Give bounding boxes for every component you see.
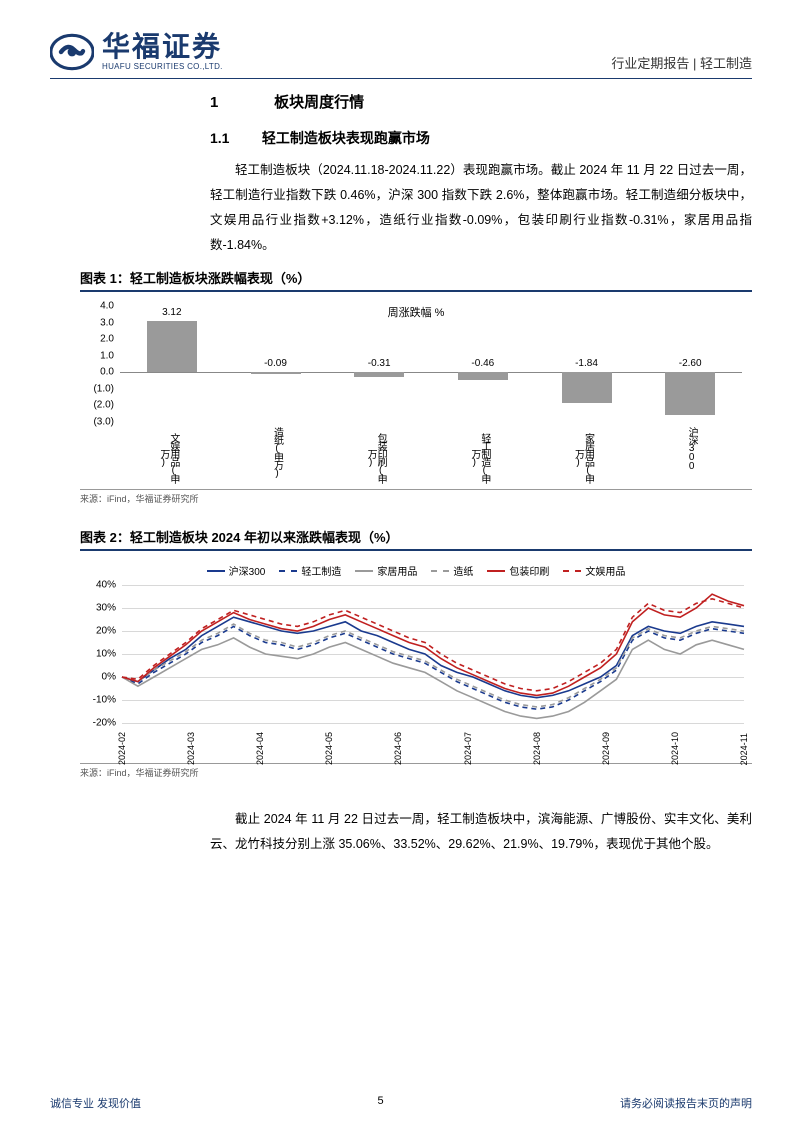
bar — [665, 372, 715, 415]
bar-ytick: (2.0) — [84, 400, 114, 411]
page-footer: 诚信专业 发现价值 5 请务必阅读报告末页的声明 — [50, 1095, 752, 1111]
paragraph-2: 截止 2024 年 11 月 22 日过去一周，轻工制造板块中，滨海能源、广博股… — [210, 807, 752, 857]
bar-ytick: 4.0 — [84, 301, 114, 312]
figure-2-title: 图表 2：轻工制造板块 2024 年初以来涨跌幅表现（%） — [80, 527, 752, 551]
logo-subtitle: HUAFU SECURITIES CO.,LTD. — [102, 63, 223, 71]
bar-chart: 周涨跌幅 % (3.0) (2.0) (1.0) 0.0 1.0 2.0 3.0 4.0 3.1… — [80, 302, 752, 487]
footer-left: 诚信专业 发现价值 — [50, 1095, 141, 1111]
bar-category-label: 家居用品(申万) — [581, 427, 593, 487]
bar-category-label: 轻工制造(申万) — [477, 427, 489, 487]
bar — [354, 372, 404, 377]
bar-value-label: -0.09 — [246, 358, 306, 369]
line-plot-svg — [80, 561, 752, 761]
bar-category-label: 沪深300 — [684, 427, 696, 470]
bar-value-label: 3.12 — [142, 307, 202, 318]
section-1-1-heading: 1.1 轻工制造板块表现跑赢市场 — [210, 128, 752, 148]
logo-swirl-icon — [50, 30, 94, 74]
bar — [562, 372, 612, 402]
logo-title: 华福证券 — [102, 33, 223, 61]
bar-ytick: 3.0 — [84, 317, 114, 328]
figure-1-title: 图表 1：轻工制造板块涨跌幅表现（%） — [80, 268, 752, 292]
paragraph-1: 轻工制造板块（2024.11.18-2024.11.22）表现跑赢市场。截止 2… — [210, 158, 752, 258]
series-line — [122, 626, 744, 709]
series-line — [122, 638, 744, 719]
section-1-heading: 1 板块周度行情 — [210, 91, 752, 112]
bar-value-label: -1.84 — [557, 358, 617, 369]
bar-category-label: 文娱用品(申万) — [166, 427, 178, 487]
bar-ytick: 0.0 — [84, 367, 114, 378]
bar — [147, 321, 197, 373]
figure-2-source: 来源：iFind，华福证券研究所 — [80, 766, 752, 779]
series-line — [122, 617, 744, 698]
bar-value-label: -0.31 — [349, 358, 409, 369]
section-1-title: 板块周度行情 — [274, 94, 364, 111]
section-1-num: 1 — [210, 94, 270, 111]
logo-block: 华福证券 HUAFU SECURITIES CO.,LTD. — [50, 30, 223, 74]
bar-category-label: 包装印刷(申万) — [373, 427, 385, 487]
header-right-text: 行业定期报告 | 轻工制造 — [611, 53, 752, 74]
bar-ytick: (1.0) — [84, 383, 114, 394]
footer-right: 请务必阅读报告末页的声明 — [620, 1095, 752, 1111]
bar-value-label: -2.60 — [660, 358, 720, 369]
footer-page-number: 5 — [377, 1095, 383, 1111]
bar-value-label: -0.46 — [453, 358, 513, 369]
figure-1-source: 来源：iFind，华福证券研究所 — [80, 492, 752, 505]
page-header: 华福证券 HUAFU SECURITIES CO.,LTD. 行业定期报告 | … — [50, 30, 752, 79]
bar-zero-line — [120, 372, 742, 373]
bar-chart-title: 周涨跌幅 % — [388, 304, 445, 320]
bar — [251, 372, 301, 373]
bar-ytick: (3.0) — [84, 417, 114, 428]
bar — [458, 372, 508, 380]
section-1-1-title: 轻工制造板块表现跑赢市场 — [262, 130, 430, 146]
bar-category-label: 造纸(申万) — [270, 427, 282, 477]
line-chart: 沪深300轻工制造家居用品造纸包装印刷文娱用品 -20%-10%0%10%20%… — [80, 561, 752, 761]
section-1-1-num: 1.1 — [210, 130, 258, 146]
bar-ytick: 2.0 — [84, 334, 114, 345]
bar-ytick: 1.0 — [84, 350, 114, 361]
